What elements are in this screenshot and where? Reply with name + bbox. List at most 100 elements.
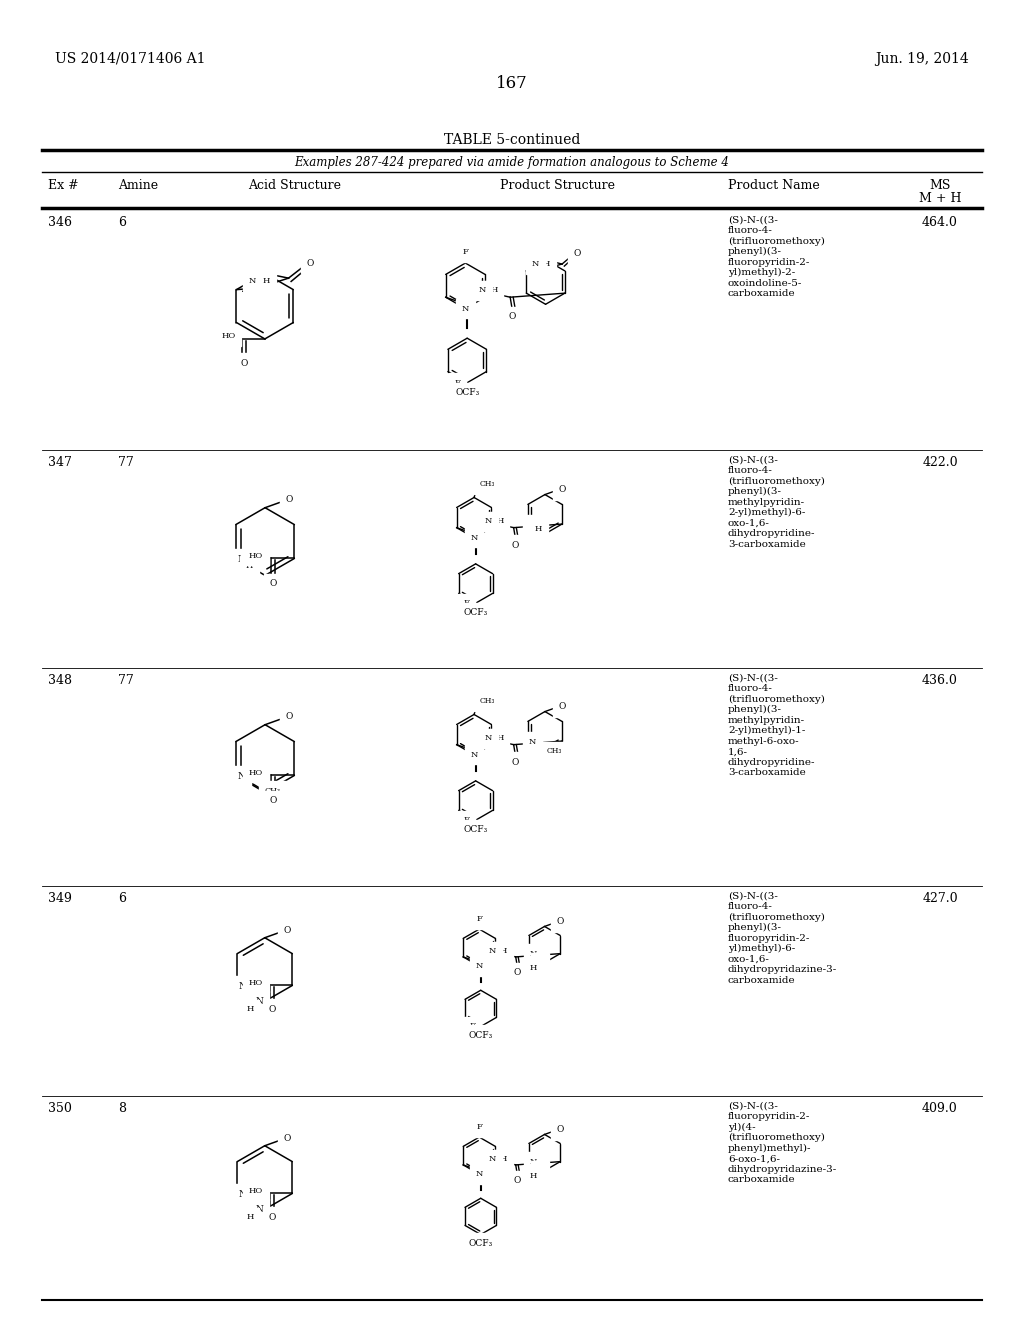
Text: M + H: M + H	[919, 191, 962, 205]
Text: O: O	[512, 758, 519, 767]
Text: N: N	[479, 286, 486, 294]
Text: N: N	[255, 997, 263, 1006]
Text: 347: 347	[48, 455, 72, 469]
Text: N: N	[529, 950, 538, 958]
Text: 409.0: 409.0	[923, 1102, 957, 1115]
Text: Examples 287-424 prepared via amide formation analogous to Scheme 4: Examples 287-424 prepared via amide form…	[295, 156, 729, 169]
Text: N: N	[470, 751, 478, 759]
Text: OCF₃: OCF₃	[464, 609, 487, 618]
Text: Acid Structure: Acid Structure	[249, 180, 341, 191]
Text: H: H	[263, 277, 270, 285]
Text: 427.0: 427.0	[923, 892, 957, 906]
Text: US 2014/0171406 A1: US 2014/0171406 A1	[55, 51, 206, 66]
Text: O: O	[268, 1005, 276, 1014]
Text: N: N	[529, 1158, 538, 1166]
Text: (S)-N-((3-
fluoro-4-
(trifluoromethoxy)
phenyl)(3-
methylpyridin-
2-yl)methyl)-1: (S)-N-((3- fluoro-4- (trifluoromethoxy) …	[728, 675, 825, 777]
Text: N: N	[488, 948, 497, 956]
Text: F: F	[476, 915, 482, 924]
Text: Ex #: Ex #	[48, 180, 79, 191]
Text: N: N	[239, 1189, 247, 1199]
Text: O: O	[269, 796, 276, 805]
Text: O: O	[514, 969, 521, 978]
Text: O: O	[306, 259, 313, 268]
Text: N: N	[238, 554, 246, 564]
Text: (S)-N-((3-
fluoro-4-
(trifluoromethoxy)
phenyl)(3-
fluoropyridin-2-
yl)methyl)-6: (S)-N-((3- fluoro-4- (trifluoromethoxy) …	[728, 892, 838, 985]
Text: F: F	[463, 248, 468, 256]
Text: CH₃: CH₃	[479, 697, 495, 705]
Text: N: N	[462, 305, 469, 313]
Text: HO: HO	[249, 768, 263, 776]
Text: N: N	[537, 958, 544, 966]
Text: O: O	[514, 1176, 521, 1185]
Text: N: N	[249, 277, 256, 285]
Text: N: N	[488, 1155, 497, 1163]
Text: H: H	[490, 286, 498, 294]
Text: 6: 6	[118, 892, 126, 906]
Text: O: O	[286, 495, 293, 504]
Text: H: H	[497, 734, 504, 742]
Text: F: F	[464, 816, 469, 824]
Text: H: H	[246, 1213, 254, 1221]
Text: N: N	[529, 520, 537, 528]
Text: H: H	[535, 525, 542, 533]
Text: O: O	[269, 579, 276, 589]
Text: CH₃: CH₃	[547, 747, 562, 755]
Text: N: N	[475, 1170, 483, 1179]
Text: 348: 348	[48, 675, 72, 686]
Text: MS: MS	[930, 180, 950, 191]
Text: 349: 349	[48, 892, 72, 906]
Text: H: H	[500, 1155, 507, 1163]
Text: 8: 8	[118, 1102, 126, 1115]
Text: H: H	[530, 964, 538, 972]
Text: H: H	[500, 948, 507, 956]
Text: HO: HO	[249, 979, 263, 987]
Text: 350: 350	[48, 1102, 72, 1115]
Text: H: H	[246, 562, 253, 570]
Text: O: O	[557, 917, 564, 927]
Text: N: N	[531, 260, 539, 268]
Text: TABLE 5-continued: TABLE 5-continued	[443, 133, 581, 147]
Text: 77: 77	[118, 455, 134, 469]
Text: O: O	[284, 1134, 291, 1143]
Text: N: N	[239, 982, 247, 990]
Text: N: N	[529, 738, 537, 746]
Text: (S)-N-((3-
fluoro-4-
(trifluoromethoxy)
phenyl)(3-
fluoropyridin-2-
yl)methyl)-2: (S)-N-((3- fluoro-4- (trifluoromethoxy) …	[728, 216, 825, 298]
Text: Product Name: Product Name	[728, 180, 820, 191]
Text: Product Structure: Product Structure	[501, 180, 615, 191]
Text: 77: 77	[118, 675, 134, 686]
Text: HO: HO	[249, 552, 263, 560]
Text: N: N	[485, 517, 493, 525]
Text: O: O	[284, 925, 291, 935]
Text: O: O	[286, 713, 293, 722]
Text: N: N	[255, 1205, 263, 1214]
Text: O: O	[557, 1125, 564, 1134]
Text: 167: 167	[496, 75, 528, 92]
Text: N: N	[470, 533, 478, 541]
Text: F: F	[464, 599, 469, 607]
Text: F: F	[455, 379, 460, 387]
Text: (S)-N-((3-
fluoro-4-
(trifluoromethoxy)
phenyl)(3-
methylpyridin-
2-yl)methyl)-6: (S)-N-((3- fluoro-4- (trifluoromethoxy) …	[728, 455, 825, 549]
Text: N: N	[485, 734, 493, 742]
Text: F: F	[469, 1023, 475, 1031]
Text: 436.0: 436.0	[922, 675, 957, 686]
Text: HO: HO	[221, 333, 236, 341]
Text: O: O	[241, 359, 248, 368]
Text: N: N	[238, 772, 246, 780]
Text: N: N	[475, 962, 483, 970]
Text: O: O	[573, 249, 581, 257]
Text: CH₃: CH₃	[479, 480, 495, 488]
Text: O: O	[509, 313, 516, 322]
Text: Amine: Amine	[118, 180, 158, 191]
Text: H: H	[543, 260, 550, 268]
Text: O: O	[558, 702, 565, 711]
Text: CH₃: CH₃	[264, 787, 281, 795]
Text: 6: 6	[118, 216, 126, 228]
Text: OCF₃: OCF₃	[455, 388, 479, 397]
Text: 422.0: 422.0	[923, 455, 957, 469]
Text: O: O	[512, 541, 519, 549]
Text: H: H	[530, 1172, 538, 1180]
Text: 464.0: 464.0	[922, 216, 957, 228]
Text: 346: 346	[48, 216, 72, 228]
Text: HO: HO	[249, 1187, 263, 1195]
Text: OCF₃: OCF₃	[464, 825, 487, 834]
